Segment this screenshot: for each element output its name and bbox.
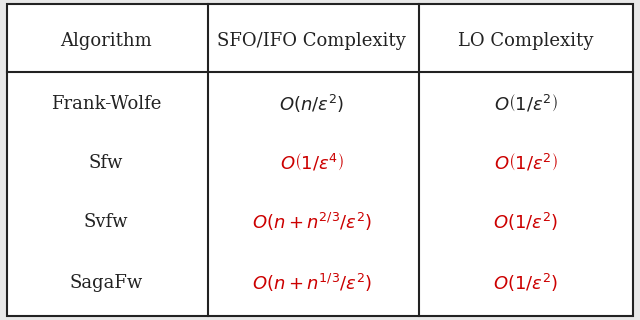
Text: $O\left(1/\epsilon^2\right)$: $O\left(1/\epsilon^2\right)$ [493, 94, 557, 115]
Text: Svfw: Svfw [84, 213, 128, 231]
Text: $O(1/\epsilon^2)$: $O(1/\epsilon^2)$ [493, 211, 558, 233]
Text: $O\left(1/\epsilon^4\right)$: $O\left(1/\epsilon^4\right)$ [280, 153, 344, 174]
Text: $O(1/\epsilon^2)$: $O(1/\epsilon^2)$ [493, 272, 558, 294]
Text: $O(n/\epsilon^2)$: $O(n/\epsilon^2)$ [279, 93, 344, 115]
Text: Sfw: Sfw [89, 154, 124, 172]
Text: SagaFw: SagaFw [70, 274, 143, 292]
Text: Frank-Wolfe: Frank-Wolfe [51, 95, 161, 113]
Text: $O(n + n^{1/3}/\epsilon^2)$: $O(n + n^{1/3}/\epsilon^2)$ [252, 272, 372, 294]
FancyBboxPatch shape [7, 4, 633, 316]
Text: $O\left(1/\epsilon^2\right)$: $O\left(1/\epsilon^2\right)$ [493, 153, 557, 174]
Text: SFO/IFO Complexity: SFO/IFO Complexity [218, 32, 406, 50]
Text: LO Complexity: LO Complexity [458, 32, 593, 50]
Text: Algorithm: Algorithm [60, 32, 152, 50]
Text: $O(n + n^{2/3}/\epsilon^2)$: $O(n + n^{2/3}/\epsilon^2)$ [252, 211, 372, 233]
